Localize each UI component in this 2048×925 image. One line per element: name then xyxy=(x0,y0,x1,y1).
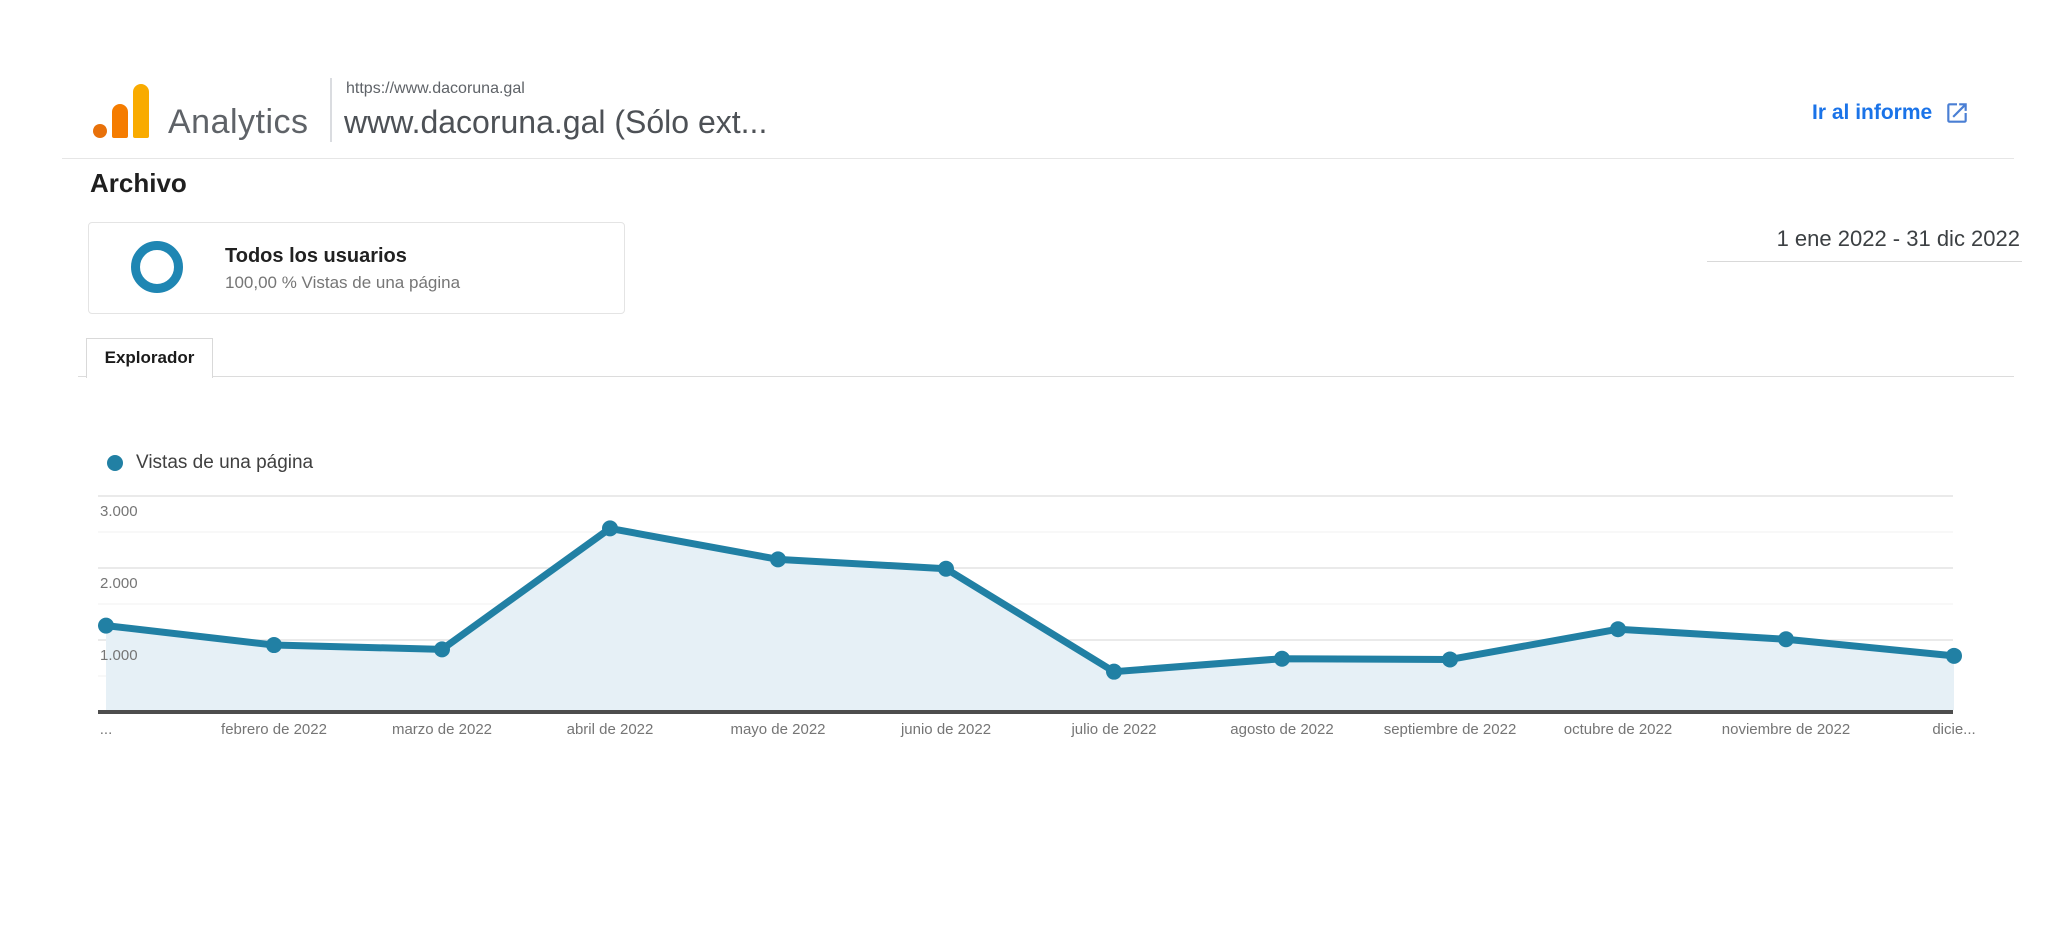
x-axis-tick-label: junio de 2022 xyxy=(900,721,991,738)
property-url: https://www.dacoruna.gal xyxy=(346,80,525,97)
x-axis-tick-label: septiembre de 2022 xyxy=(1384,721,1517,738)
series-area-fill xyxy=(106,528,1954,710)
date-range-selector[interactable]: 1 ene 2022 - 31 dic 2022 xyxy=(1776,226,2020,251)
segment-card-all-users[interactable]: Todos los usuarios 100,00 % Vistas de un… xyxy=(88,222,625,314)
google-analytics-logo xyxy=(93,84,153,140)
data-point[interactable] xyxy=(602,520,618,537)
x-axis-tick-label: marzo de 2022 xyxy=(392,721,492,738)
tab-bar-rule xyxy=(78,376,2014,377)
data-point[interactable] xyxy=(1946,647,1962,664)
x-axis-tick-label: ... xyxy=(100,721,113,738)
logo-bar-tall-icon xyxy=(133,84,149,138)
data-point[interactable] xyxy=(1778,631,1794,648)
x-axis-tick-label: noviembre de 2022 xyxy=(1722,721,1850,738)
chart-legend: Vistas de una página xyxy=(107,452,313,474)
segment-detail: 100,00 % Vistas de una página xyxy=(225,273,461,292)
data-point[interactable] xyxy=(938,560,954,577)
data-point[interactable] xyxy=(1442,651,1458,668)
y-axis-tick-label: 1.000 xyxy=(100,647,138,664)
data-point[interactable] xyxy=(98,617,114,634)
y-axis-tick-label: 2.000 xyxy=(100,575,138,592)
header-rule xyxy=(62,158,2014,159)
header-divider xyxy=(330,78,332,142)
logo-bar-mid-icon xyxy=(112,104,128,138)
brand-name: Analytics xyxy=(168,103,309,141)
data-point[interactable] xyxy=(1610,621,1626,638)
data-point[interactable] xyxy=(1106,663,1122,680)
date-range-underline xyxy=(1707,261,2022,262)
logo-dot-icon xyxy=(93,124,107,138)
segment-ring-icon xyxy=(131,241,183,293)
data-point[interactable] xyxy=(266,637,282,654)
series-line xyxy=(102,524,1958,676)
page-title: Archivo xyxy=(90,168,187,198)
y-axis-tick-label: 3.000 xyxy=(100,503,138,520)
pageviews-line-chart: 1.000 2.000 3.000... febrero de 2022 marzo d… xyxy=(98,495,1976,738)
x-axis-tick-label: mayo de 2022 xyxy=(730,721,825,738)
property-title: www.dacoruna.gal (Sólo ext... xyxy=(344,104,768,140)
open-in-new-icon xyxy=(1947,103,1967,123)
x-axis-tick-label: dicie... xyxy=(1932,721,1975,738)
legend-label: Vistas de una página xyxy=(136,452,314,473)
x-axis-tick-label: agosto de 2022 xyxy=(1230,721,1333,738)
go-to-report-label: Ir al informe xyxy=(1812,101,1933,124)
data-point[interactable] xyxy=(1274,650,1290,667)
data-point[interactable] xyxy=(434,641,450,658)
x-axis-tick-label: febrero de 2022 xyxy=(221,721,327,738)
go-to-report-link[interactable]: Ir al informe xyxy=(1812,100,1970,126)
segment-name: Todos los usuarios xyxy=(225,245,407,267)
x-axis-tick-label: octubre de 2022 xyxy=(1564,721,1672,738)
legend-dot-icon xyxy=(107,455,123,471)
x-axis-tick-label: abril de 2022 xyxy=(567,721,654,738)
data-point[interactable] xyxy=(770,551,786,568)
tab-explorador[interactable]: Explorador xyxy=(86,338,213,378)
x-axis-tick-label: julio de 2022 xyxy=(1070,721,1156,738)
